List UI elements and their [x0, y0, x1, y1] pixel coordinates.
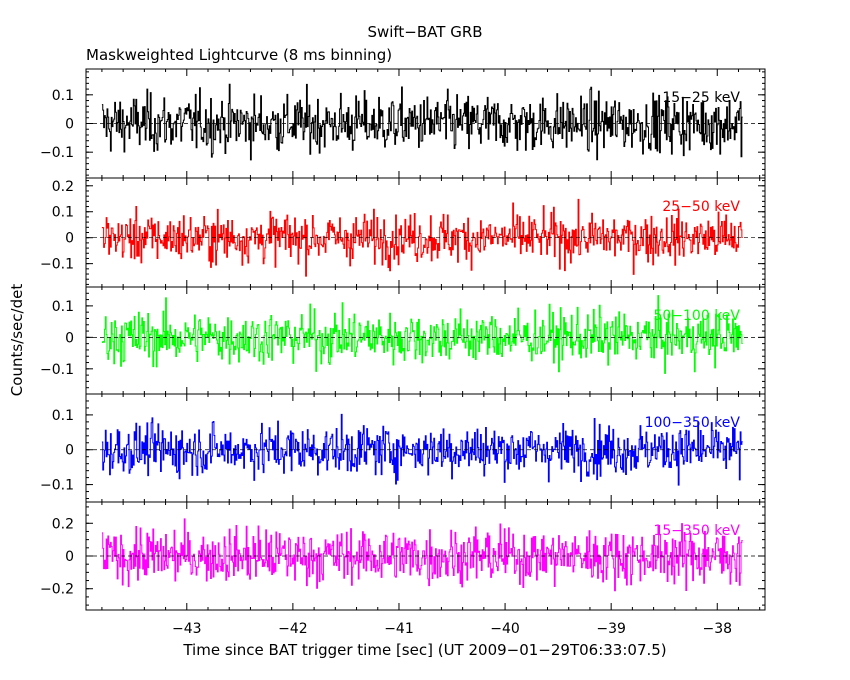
x-axis-label: Time since BAT trigger time [sec] (UT 20… [182, 641, 666, 659]
panel-2: 0.2 0.1 0 −0.1 25−50 keV [40, 177, 766, 288]
lightcurve-series [101, 83, 743, 161]
lightcurve-series [101, 518, 743, 592]
x-tick-label: −41 [384, 621, 414, 637]
y-tick-label: −0.1 [40, 145, 74, 161]
y-tick-label: −0.1 [40, 362, 74, 378]
panel-1: 0.1 0 −0.1 15−25 keV [40, 68, 766, 179]
y-tick-label: 0.1 [52, 205, 74, 221]
y-tick-label: 0 [65, 330, 74, 346]
y-tick-label: −0.2 [40, 582, 74, 598]
y-tick-label: 0 [65, 117, 74, 133]
band-label: 25−50 keV [662, 199, 740, 215]
panel-3: 0.1 0 −0.1 50−100 keV [40, 286, 766, 395]
x-tick-label: −40 [490, 621, 520, 637]
panel-5: 0.2 0 −0.2 15−350 keV [40, 501, 766, 611]
y-tick-label: −0.1 [40, 257, 74, 273]
y-tick-label: 0 [65, 231, 74, 247]
y-tick-label: 0.2 [52, 516, 74, 532]
panel-frame [85, 177, 766, 288]
x-tick-label: −39 [596, 621, 626, 637]
y-tick-label: 0 [65, 443, 74, 459]
band-label: 100−350 keV [645, 415, 741, 431]
lightcurve-series [101, 413, 743, 486]
y-axis-label: Counts/sec/det [8, 284, 26, 397]
y-tick-label: 0.1 [52, 88, 74, 104]
band-label: 15−25 keV [662, 90, 740, 106]
panels-group: 0.1 0 −0.1 15−25 keV 0.2 0.1 0 −0.1 25−50 keV 0.1… [40, 68, 766, 637]
y-tick-label: −0.1 [40, 478, 74, 494]
y-tick-label: 0.2 [52, 179, 74, 195]
y-tick-label: 0.1 [52, 408, 74, 424]
panel-4: 0.1 0 −0.1 100−350 keV [40, 393, 766, 503]
x-tick-label: −38 [702, 621, 732, 637]
chart-title: Swift−BAT GRB [367, 23, 482, 41]
x-tick-label: −43 [172, 621, 202, 637]
x-tick-label: −42 [278, 621, 308, 637]
lightcurve-series [101, 198, 743, 277]
y-tick-label: 0.1 [52, 299, 74, 315]
lightcurve-series [101, 295, 743, 374]
y-tick-label: 0 [65, 549, 74, 565]
chart-subtitle: Maskweighted Lightcurve (8 ms binning) [86, 46, 392, 64]
band-label: 50−100 keV [653, 308, 740, 324]
band-label: 15−350 keV [653, 523, 740, 539]
